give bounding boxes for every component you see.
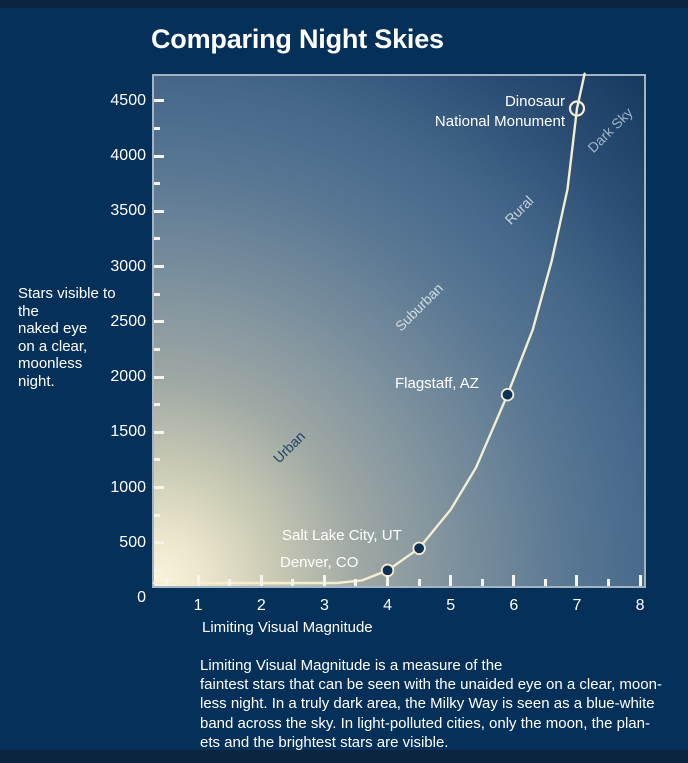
- annotation-flagstaff: Flagstaff, AZ: [395, 375, 479, 392]
- x-tick: [543, 579, 547, 586]
- y-tick: [154, 541, 164, 545]
- x-tick: [480, 579, 484, 586]
- y-tick-label: 3000: [110, 257, 146, 275]
- y-tick-label: 0: [137, 589, 146, 606]
- x-tick: [196, 575, 200, 586]
- y-tick-label: 4500: [110, 91, 146, 109]
- plot-area: Denver, CO Salt Lake City, UT Flagstaff,…: [110, 72, 646, 614]
- annotation-dinosaur-national-monument: Dinosaur National Monument: [435, 92, 565, 132]
- y-tick-label: 3500: [110, 202, 146, 220]
- star-count-curve: [152, 72, 586, 585]
- bottom-edge-band: [0, 750, 688, 763]
- y-axis-description-line: the: [18, 302, 39, 320]
- caption-text: Limiting Visual Magnitude is a measure o…: [200, 656, 662, 752]
- y-tick-label: 2000: [110, 368, 146, 386]
- annotation-salt-lake-city: Salt Lake City, UT: [282, 527, 402, 544]
- y-axis-description-line: naked eye: [18, 320, 88, 337]
- caption-line: less night. In a truly dark area, the Mi…: [200, 695, 655, 713]
- y-tick: [154, 154, 164, 158]
- annotation-dinosaur-line2: National Monument: [434, 113, 565, 130]
- y-tick: [154, 265, 164, 269]
- y-tick: [154, 568, 160, 572]
- y-tick: [154, 513, 160, 517]
- x-axis-title: Limiting Visual Magnitude: [202, 619, 373, 636]
- marker-flagstaff: [500, 387, 515, 402]
- x-tick-label: 1: [193, 597, 203, 614]
- x-tick-label: 2: [256, 597, 266, 614]
- marker-slc: [412, 541, 426, 555]
- y-tick: [154, 375, 164, 379]
- x-tick-label: 6: [509, 597, 519, 614]
- caption-line: faintest stars that can be seen with the…: [200, 676, 662, 694]
- x-tick-label: 8: [635, 597, 645, 614]
- y-tick: [154, 320, 164, 324]
- x-tick: [228, 579, 232, 586]
- marker-dinosaur: [568, 100, 586, 117]
- x-tick: [638, 575, 642, 586]
- x-tick-label: 5: [446, 597, 456, 614]
- y-tick: [154, 126, 160, 130]
- y-axis-description-line: moonless: [18, 355, 83, 372]
- x-tick: [322, 575, 326, 586]
- y-tick: [154, 209, 164, 213]
- x-tick: [259, 575, 263, 586]
- x-tick: [291, 579, 295, 586]
- y-tick-label: 1500: [110, 423, 146, 441]
- x-tick: [165, 579, 169, 586]
- annotation-denver: Denver, CO: [280, 554, 359, 571]
- x-tick-label: 3: [319, 597, 329, 614]
- y-tick: [154, 182, 160, 186]
- y-tick: [154, 99, 164, 103]
- y-tick: [154, 458, 160, 462]
- y-axis-description-line: night.: [18, 372, 55, 390]
- y-tick: [154, 486, 164, 489]
- caption-line: Limiting Visual Magnitude is a measure o…: [200, 657, 503, 674]
- caption-line: band across the sky. In light-polluted c…: [200, 714, 650, 732]
- y-axis-description-line: on a clear,: [18, 337, 88, 355]
- x-tick-label: 4: [383, 597, 392, 614]
- x-tick: [354, 579, 358, 586]
- x-tick: [417, 579, 421, 586]
- top-edge-band: [0, 0, 688, 8]
- y-tick-label: 4000: [110, 147, 146, 165]
- y-tick: [154, 237, 160, 241]
- curve-path: [152, 72, 586, 585]
- page-title: Comparing Night Skies: [151, 24, 444, 54]
- caption-line: ets and the brightest stars are visible.: [200, 733, 449, 751]
- y-tick-label: 2500: [110, 312, 146, 330]
- y-axis-description-line: Stars visible to: [18, 285, 116, 302]
- y-tick-label: 500: [119, 533, 146, 551]
- y-tick: [154, 430, 164, 434]
- y-tick: [154, 347, 160, 351]
- x-tick: [575, 575, 579, 586]
- x-tick: [386, 575, 390, 586]
- y-axis-description: Stars visible to the naked eye on a clear, m…: [18, 285, 116, 390]
- x-tick: [449, 575, 453, 586]
- x-tick: [607, 579, 611, 586]
- y-tick: [154, 403, 160, 407]
- x-tick: [512, 575, 516, 586]
- annotation-dinosaur-line1: Dinosaur: [504, 93, 565, 110]
- y-tick-label: 1000: [110, 478, 146, 496]
- x-tick-label: 7: [572, 597, 582, 614]
- y-tick: [154, 292, 160, 296]
